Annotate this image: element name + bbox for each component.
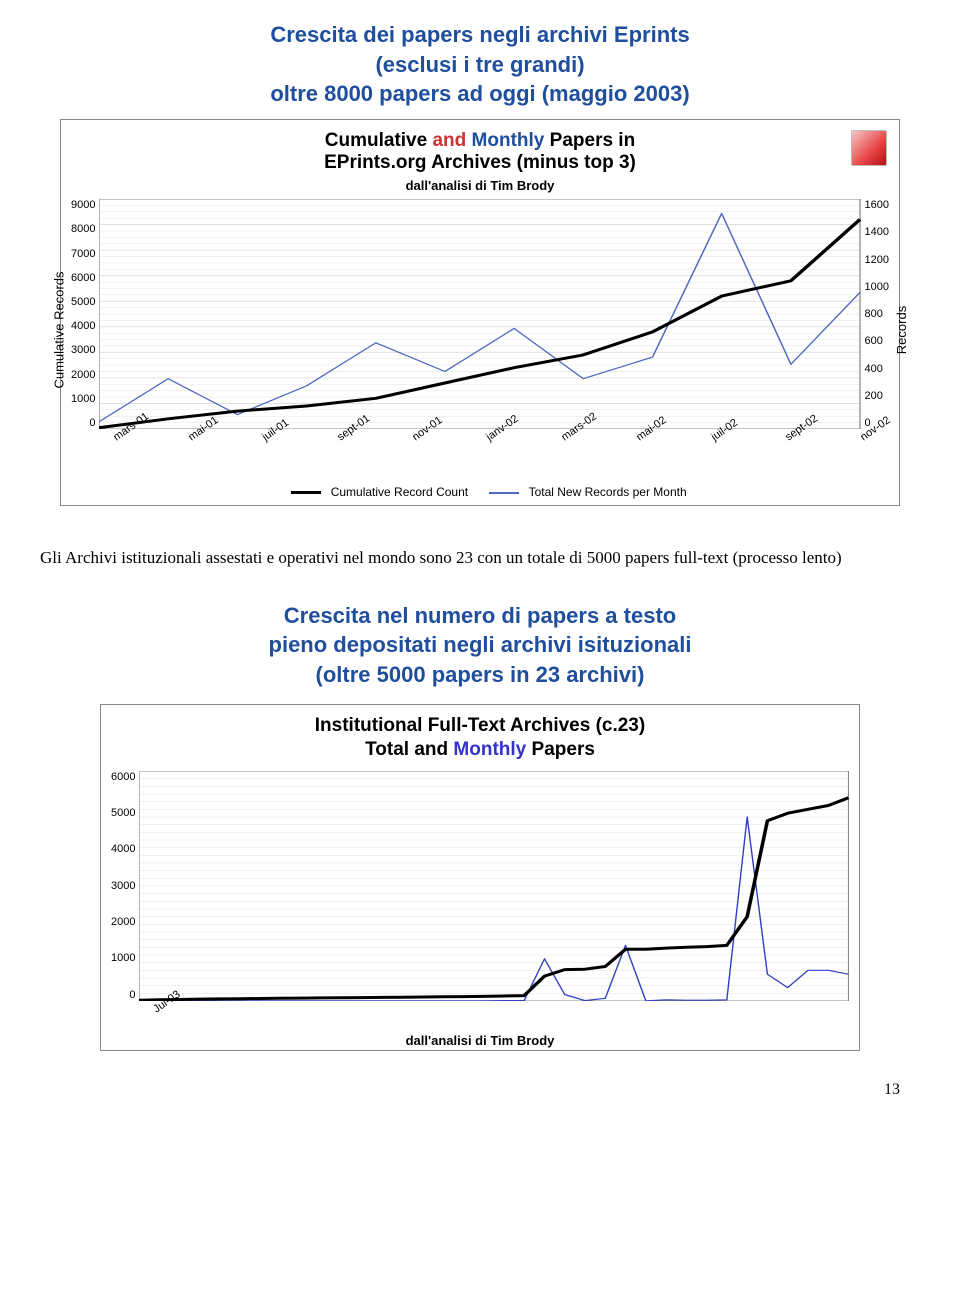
legend-swatch-cumulative [291, 491, 321, 494]
legend-swatch-monthly [489, 492, 519, 494]
title1-line1: Crescita dei papers negli archivi Eprint… [20, 20, 940, 50]
body-paragraph: Gli Archivi istituzionali assestati e op… [40, 546, 920, 571]
legend-label2: Total New Records per Month [529, 485, 687, 499]
chart2-caption: dall'analisi di Tim Brody [111, 1033, 849, 1048]
eprints-logo-icon [851, 130, 887, 166]
title2-line1: Crescita nel numero di papers a testo [20, 601, 940, 631]
chart2-xticks: Jul-03 [111, 1005, 849, 1027]
chart2-plot [139, 771, 849, 1001]
chart1-subtitle: dall'analisi di Tim Brody [71, 178, 889, 193]
chart1-yticks-right: 16001400120010008006004002000 [861, 199, 889, 429]
chart1-title: Cumulative and Monthly Papers in EPrints… [71, 130, 889, 174]
chart1-yticks-left: 9000800070006000500040003000200010000 [71, 199, 99, 429]
chart2-yticks-left: 6000500040003000200010000 [111, 771, 139, 1001]
chart1-xticks: mars-01mai-01juil-01sept-01nov-01janv-02… [71, 433, 889, 461]
chart1-frame: Cumulative and Monthly Papers in EPrints… [60, 119, 900, 506]
chart2-subtitle: Total and Monthly Papers [111, 739, 849, 761]
title1-line2: (esclusi i tre grandi) [20, 50, 940, 80]
section1-title: Crescita dei papers negli archivi Eprint… [20, 20, 940, 109]
chart1-ylabel-left: Cumulative Records [52, 272, 67, 389]
chart1-legend: Cumulative Record Count Total New Record… [71, 481, 889, 503]
page-number: 13 [20, 1081, 900, 1099]
chart1-plot [99, 199, 860, 429]
chart1-wrap: Cumulative Records Records 9000800070006… [71, 199, 889, 461]
title1-line3: oltre 8000 papers ad oggi (maggio 2003) [20, 79, 940, 109]
chart2-wrap: 6000500040003000200010000 Jul-03 [111, 771, 849, 1027]
title2-line2: pieno depositati negli archivi isituzion… [20, 630, 940, 660]
title2-line3: (oltre 5000 papers in 23 archivi) [20, 660, 940, 690]
chart2-title: Institutional Full-Text Archives (c.23) [111, 715, 849, 737]
chart1-ylabel-right: Records [894, 306, 909, 354]
legend-label1: Cumulative Record Count [331, 485, 468, 499]
section2-title: Crescita nel numero di papers a testo pi… [20, 601, 940, 690]
chart2-frame: Institutional Full-Text Archives (c.23) … [100, 704, 860, 1051]
